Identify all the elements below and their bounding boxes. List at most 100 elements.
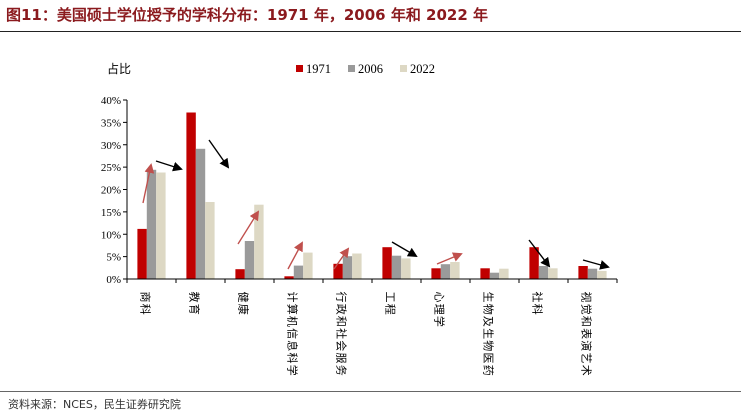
trend-down-arrow (528, 239, 551, 268)
bar-2006 (195, 148, 206, 279)
bar-1971 (186, 112, 196, 279)
category-label-char: 信 (286, 328, 299, 339)
bar-2006 (342, 256, 353, 279)
legend-swatch-1971 (296, 65, 303, 72)
category-label-char: 视 (580, 292, 594, 303)
y-tick-label: 40% (101, 95, 121, 107)
category-label-char: 科 (139, 304, 153, 315)
bar-1971 (529, 247, 539, 279)
x-axis: 商科教育健康计算机信息科学行政和社会服务工程心理学生物及生物医药社科视觉和表演艺… (126, 278, 618, 376)
category-label-char: 程 (384, 304, 397, 315)
category-label-char: 生 (482, 292, 496, 303)
y-tick-label: 20% (101, 185, 121, 197)
category-label-char: 及 (482, 316, 495, 327)
y-axis-label: 占比 (107, 61, 131, 76)
source-note: 资料来源：NCES，民生证券研究院 (8, 398, 181, 411)
bar-2006 (391, 255, 402, 279)
bar-2022 (303, 252, 313, 279)
category-label-char: 和 (335, 316, 348, 327)
trend-down-arrow (391, 241, 418, 257)
trend-down-arrow (208, 139, 230, 169)
bar-chart: 1971 2006 2022 占比 0% 5% 10% 15% 20% 25% 30% 35% 40… (101, 61, 618, 376)
y-tick-label: 10% (101, 229, 121, 241)
category-label-char: 行 (335, 292, 348, 303)
chart-legend: 1971 2006 2022 (296, 62, 435, 76)
legend-swatch-2006 (348, 65, 355, 72)
bar-2022 (548, 268, 558, 279)
bar-2022 (499, 268, 509, 279)
bar-2022 (401, 258, 411, 279)
category-label-char: 政 (335, 304, 349, 315)
bar-2006 (293, 265, 304, 279)
category-label-char: 科 (531, 304, 545, 315)
category-label-char: 心 (433, 292, 446, 303)
trend-up-arrow (436, 252, 463, 265)
bar-2022 (597, 270, 607, 279)
y-tick-label: 5% (106, 252, 121, 264)
bar-1971 (235, 269, 245, 279)
y-axis: 0% 5% 10% 15% 20% 25% 30% 35% 40% (101, 95, 128, 286)
bar-2022 (205, 202, 215, 279)
bar-2006 (587, 268, 598, 279)
category-label-char: 育 (188, 304, 202, 315)
y-tick-label: 30% (101, 140, 121, 152)
category-label-char: 教 (188, 292, 201, 303)
bar-1971 (382, 247, 392, 279)
category-label-char: 康 (237, 304, 251, 315)
category-label-char: 和 (580, 316, 593, 327)
bars (137, 112, 607, 279)
y-tick-label: 25% (101, 162, 121, 174)
category-label-char: 学 (286, 365, 300, 376)
bar-1971 (578, 266, 588, 279)
category-label-char: 术 (580, 365, 593, 376)
trend-up-arrow (142, 163, 155, 204)
bar-2006 (489, 272, 500, 279)
trend-up-arrow (333, 247, 350, 270)
y-tick-label: 15% (101, 207, 121, 219)
bar-2022 (450, 262, 460, 279)
bar-2006 (538, 266, 549, 279)
legend-label-2022: 2022 (410, 62, 435, 76)
category-label-char: 社 (531, 292, 545, 303)
category-label-char: 药 (482, 365, 495, 376)
category-label-char: 机 (286, 316, 300, 327)
category-label-char: 演 (580, 340, 594, 351)
bar-2022 (156, 172, 166, 279)
trend-arrows (142, 139, 610, 270)
legend-swatch-2022 (400, 65, 407, 72)
legend-label-1971: 1971 (306, 62, 331, 76)
category-label-char: 艺 (580, 353, 593, 364)
bar-1971 (480, 268, 490, 279)
bar-2006 (440, 264, 451, 279)
category-label-char: 工 (384, 292, 397, 303)
category-label-char: 物 (482, 340, 496, 351)
category-label-char: 社 (335, 328, 349, 339)
category-label-char: 务 (335, 365, 348, 376)
bar-2022 (254, 204, 264, 279)
bar-1971 (431, 268, 441, 279)
category-label-char: 息 (286, 340, 300, 351)
y-tick-label: 35% (101, 117, 121, 129)
category-label-char: 算 (286, 304, 300, 315)
figure-title: 图11：美国硕士学位授予的学科分布：1971 年，2006 年和 2022 年 (6, 6, 489, 24)
bar-2022 (352, 253, 362, 279)
bar-2006 (146, 169, 157, 279)
trend-up-arrow (287, 241, 303, 270)
category-label-char: 表 (580, 328, 594, 339)
category-label-char: 科 (286, 353, 300, 364)
y-tick-label: 0% (106, 274, 121, 286)
trend-up-arrow (237, 210, 260, 245)
title-divider (0, 31, 741, 32)
bar-2006 (244, 241, 255, 279)
bar-1971 (333, 263, 343, 279)
category-label-char: 服 (335, 353, 348, 364)
trend-down-arrow (582, 259, 610, 270)
category-label-char: 商 (139, 292, 153, 303)
category-label-char: 健 (237, 292, 250, 303)
legend-label-2006: 2006 (358, 62, 383, 76)
category-label-char: 生 (482, 328, 496, 339)
category-label-char: 物 (482, 304, 496, 315)
category-label-char: 会 (335, 340, 348, 351)
category-label-char: 理 (433, 304, 446, 315)
category-label-char: 医 (482, 353, 495, 364)
